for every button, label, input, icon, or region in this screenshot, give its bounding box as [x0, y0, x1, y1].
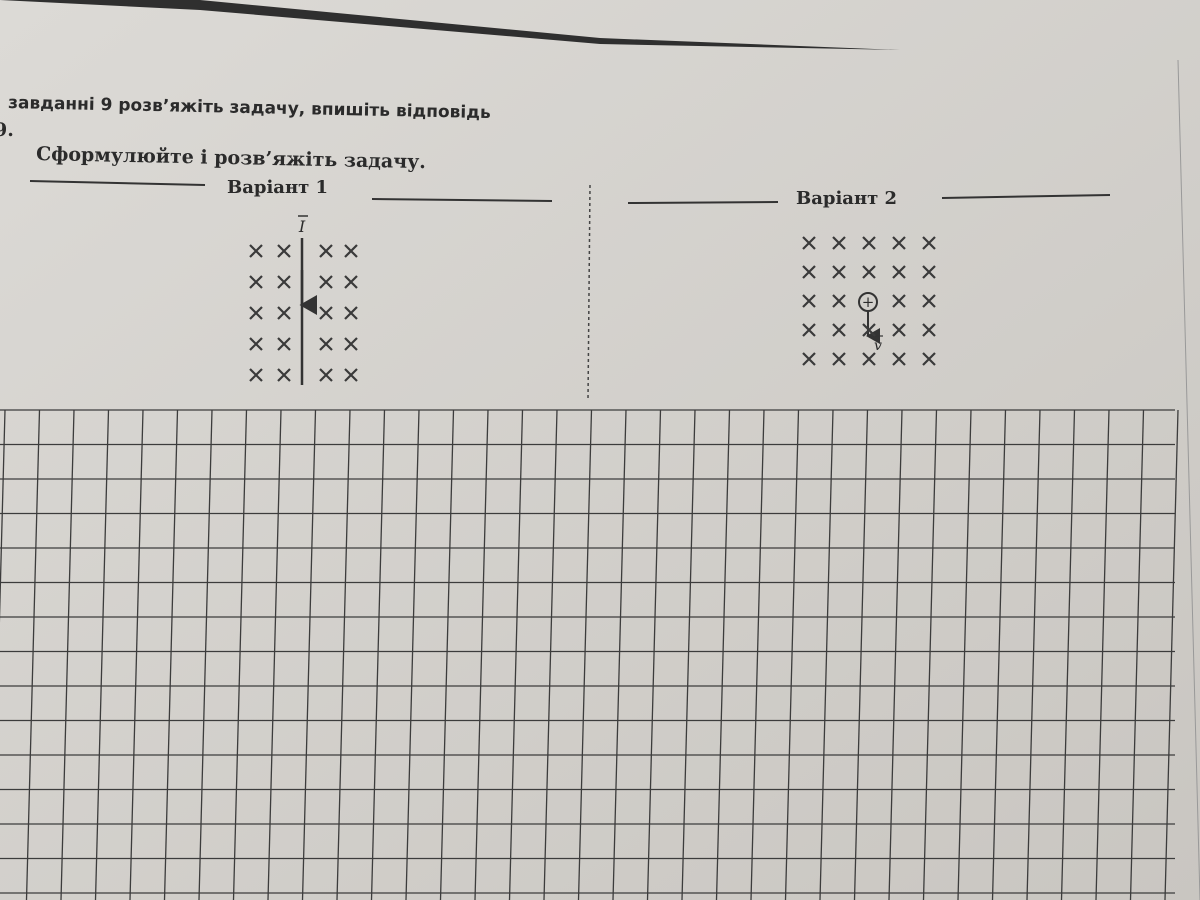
grid-line — [232, 409, 248, 900]
cross — [892, 323, 906, 337]
cross — [832, 323, 846, 337]
cross — [249, 306, 263, 320]
cross — [832, 294, 846, 308]
variant-title: Варіант 1 — [227, 177, 328, 198]
cross — [802, 323, 816, 337]
cross — [249, 275, 263, 289]
grid-line — [439, 409, 455, 900]
cross — [802, 352, 816, 366]
cross — [344, 368, 358, 382]
grid-line — [508, 409, 524, 900]
cross — [802, 294, 816, 308]
grid-line — [991, 409, 1007, 900]
squared-grid — [0, 409, 1179, 900]
cross — [277, 306, 291, 320]
grid-line — [370, 409, 386, 900]
cross — [892, 236, 906, 250]
cross — [319, 244, 333, 258]
grid-line — [198, 409, 213, 900]
grid-line — [750, 409, 765, 900]
cross — [249, 244, 263, 258]
rule — [371, 198, 553, 202]
cross — [832, 265, 846, 279]
cross — [862, 265, 876, 279]
grid-line — [336, 409, 351, 900]
grid-line — [25, 409, 41, 900]
grid-line — [681, 409, 696, 900]
cross — [922, 294, 936, 308]
cross — [277, 337, 291, 351]
grid-line — [1026, 409, 1041, 900]
charge-label: + — [862, 293, 875, 311]
cross — [922, 323, 936, 337]
grid-line — [957, 409, 972, 900]
variant-title: Варіант 2 — [796, 188, 897, 209]
grid-line — [1164, 409, 1179, 900]
grid-line — [1129, 409, 1145, 900]
grid-line — [646, 409, 662, 900]
current-label: I — [298, 217, 306, 236]
grid-line — [612, 409, 627, 900]
cross — [319, 368, 333, 382]
grid-line — [819, 409, 834, 900]
task-number: 9. — [0, 119, 14, 141]
cross — [862, 323, 876, 337]
cross — [344, 337, 358, 351]
cross — [277, 275, 291, 289]
cross — [832, 352, 846, 366]
grid-line — [0, 409, 6, 623]
cross — [892, 294, 906, 308]
cross — [249, 368, 263, 382]
cross — [892, 352, 906, 366]
rule — [941, 194, 1111, 199]
grid-line — [1060, 409, 1076, 900]
cross — [802, 265, 816, 279]
grid-line — [543, 409, 558, 900]
grid-line — [60, 409, 75, 900]
cross — [319, 306, 333, 320]
field-crosses — [249, 236, 936, 382]
grid-line — [922, 409, 938, 900]
cross — [319, 275, 333, 289]
cross — [344, 306, 358, 320]
grid-line — [888, 409, 903, 900]
page-edge — [0, 0, 900, 50]
cross — [344, 275, 358, 289]
rule — [29, 180, 206, 186]
cross — [922, 265, 936, 279]
grid-line — [267, 409, 282, 900]
grid-line — [163, 409, 179, 900]
grid-line — [474, 409, 489, 900]
grid-line — [94, 409, 110, 900]
cross — [249, 337, 263, 351]
page-edge — [1177, 59, 1200, 900]
cross — [862, 236, 876, 250]
velocity-label: v — [874, 338, 882, 354]
cross — [344, 244, 358, 258]
grid-line — [301, 409, 317, 900]
grid-line — [405, 409, 420, 900]
cross — [832, 236, 846, 250]
grid-line — [853, 409, 869, 900]
cross — [277, 368, 291, 382]
grid-line — [1095, 409, 1110, 900]
cross — [862, 352, 876, 366]
grid-line — [715, 409, 731, 900]
cross — [922, 352, 936, 366]
cross — [922, 236, 936, 250]
cross — [277, 244, 291, 258]
cross — [319, 337, 333, 351]
grid-line — [577, 409, 593, 900]
cross — [892, 265, 906, 279]
cross — [802, 236, 816, 250]
grid-line — [129, 409, 144, 900]
grid-line — [784, 409, 800, 900]
rule — [627, 201, 779, 204]
